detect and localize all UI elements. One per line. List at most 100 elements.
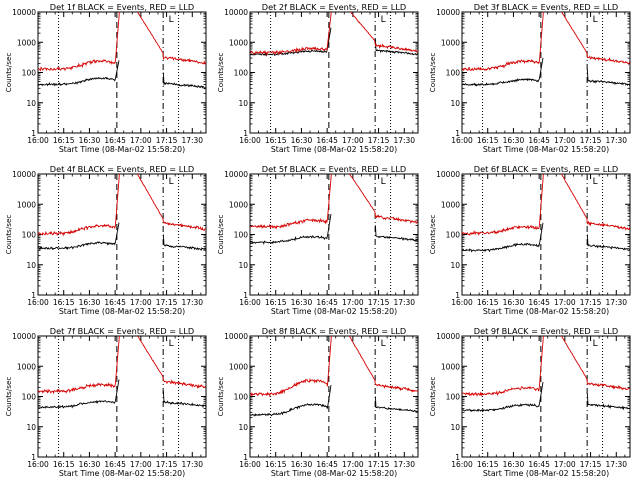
- x-tick-label: 17:15: [156, 136, 178, 145]
- panel-frame: [461, 173, 631, 296]
- y-tick-label: 1000: [229, 200, 248, 209]
- x-tick-label: 16:00: [451, 136, 473, 145]
- x-axis-label: Start Time (08-Mar-02 15:58:20): [59, 307, 185, 316]
- panel-frame: [461, 11, 631, 134]
- x-tick-label: 16:15: [477, 298, 499, 307]
- x-tick-label: 16:00: [451, 460, 473, 469]
- y-tick-label: 10: [26, 99, 36, 108]
- x-tick-label: 16:00: [27, 136, 49, 145]
- y-tick-label: 1000: [17, 200, 36, 209]
- x-tick-label: 17:00: [554, 460, 576, 469]
- panel-title: Det 2f BLACK = Events, RED = LLD: [262, 2, 406, 12]
- lld-series-line: [38, 12, 206, 72]
- events-series-line: [462, 222, 630, 253]
- x-tick-label: 16:45: [316, 460, 338, 469]
- panel-title: Det 1f BLACK = Events, RED = LLD: [50, 2, 194, 12]
- y-tick-label: 10000: [12, 8, 36, 17]
- legend-marker: L: [169, 15, 174, 25]
- x-tick-label: 17:00: [342, 136, 364, 145]
- y-axis-label: Counts/sec: [216, 53, 225, 93]
- detector-panel-3: Det 3f BLACK = Events, RED = LLD 1 10 100 10…: [428, 2, 631, 154]
- y-tick-label: 1: [243, 291, 248, 300]
- x-tick-label: 17:00: [342, 298, 364, 307]
- x-tick-label: 17:15: [580, 298, 602, 307]
- lld-series-line: [250, 174, 418, 230]
- lld-series-line: [250, 12, 418, 57]
- y-axis-label: Counts/sec: [4, 215, 13, 255]
- x-tick-label: 17:00: [554, 136, 576, 145]
- x-tick-label: 17:15: [368, 298, 390, 307]
- panel-frame: [249, 335, 419, 458]
- events-series-line: [250, 27, 418, 57]
- y-tick-label: 10: [450, 261, 460, 270]
- y-tick-label: 1000: [229, 362, 248, 371]
- events-series-line: [250, 213, 418, 246]
- y-tick-label: 10000: [436, 332, 460, 341]
- events-series-line: [462, 381, 630, 413]
- lld-series-line: [462, 336, 630, 398]
- y-tick-label: 1000: [441, 362, 460, 371]
- y-tick-label: 10000: [12, 170, 36, 179]
- x-tick-label: 16:45: [104, 136, 126, 145]
- detector-panel-1: Det 1f BLACK = Events, RED = LLD 1 10 100 10…: [4, 2, 207, 154]
- y-tick-label: 1: [31, 129, 36, 138]
- x-tick-label: 17:30: [605, 298, 627, 307]
- events-series-line: [250, 385, 418, 417]
- lld-series-line: [250, 336, 418, 398]
- detector-panel-7: Det 7f BLACK = Events, RED = LLD 1 10 100 10…: [4, 326, 207, 478]
- x-tick-label: 17:15: [156, 460, 178, 469]
- x-tick-label: 17:00: [130, 298, 152, 307]
- detector-panel-6: Det 6f BLACK = Events, RED = LLD 1 10 100 10…: [428, 164, 631, 316]
- x-tick-label: 17:00: [130, 460, 152, 469]
- panel-title: Det 9f BLACK = Events, RED = LLD: [474, 326, 618, 336]
- legend-marker: L: [381, 15, 386, 25]
- x-tick-label: 17:00: [554, 298, 576, 307]
- lld-series-line: [462, 174, 630, 237]
- x-tick-label: 16:00: [451, 298, 473, 307]
- y-axis-label: Counts/sec: [216, 377, 225, 417]
- detector-panel-8: Det 8f BLACK = Events, RED = LLD 1 10 100 10…: [216, 326, 419, 478]
- panel-frame: [249, 173, 419, 296]
- detector-panel-2: Det 2f BLACK = Events, RED = LLD 1 10 100 10…: [216, 2, 419, 154]
- y-tick-label: 1: [455, 291, 460, 300]
- y-tick-label: 10000: [436, 170, 460, 179]
- events-series-line: [462, 57, 630, 87]
- x-tick-label: 16:30: [79, 460, 101, 469]
- x-tick-label: 16:15: [53, 136, 75, 145]
- x-tick-label: 17:30: [393, 460, 415, 469]
- x-axis-label: Start Time (08-Mar-02 15:58:20): [59, 145, 185, 154]
- y-tick-label: 10: [26, 423, 36, 432]
- y-tick-label: 1000: [441, 200, 460, 209]
- y-tick-label: 10000: [224, 8, 248, 17]
- x-tick-label: 17:30: [605, 460, 627, 469]
- y-tick-label: 1: [31, 453, 36, 462]
- y-tick-label: 10: [450, 423, 460, 432]
- panel-title: Det 6f BLACK = Events, RED = LLD: [474, 164, 618, 174]
- x-tick-label: 16:00: [27, 298, 49, 307]
- legend-marker: L: [593, 339, 598, 349]
- x-tick-label: 16:45: [528, 460, 550, 469]
- x-tick-label: 16:30: [291, 298, 313, 307]
- y-tick-label: 100: [22, 393, 37, 402]
- x-axis-label: Start Time (08-Mar-02 15:58:20): [483, 145, 609, 154]
- x-axis-label: Start Time (08-Mar-02 15:58:20): [483, 469, 609, 478]
- legend-marker: L: [593, 15, 598, 25]
- x-tick-label: 16:45: [104, 460, 126, 469]
- y-tick-label: 10000: [436, 8, 460, 17]
- legend-marker: L: [381, 339, 386, 349]
- panel-title: Det 3f BLACK = Events, RED = LLD: [474, 2, 618, 12]
- y-tick-label: 10: [26, 261, 36, 270]
- panel-title: Det 8f BLACK = Events, RED = LLD: [262, 326, 406, 336]
- events-series-line: [38, 60, 206, 90]
- detector-panel-5: Det 5f BLACK = Events, RED = LLD 1 10 100 10…: [216, 164, 419, 316]
- panel-frame: [37, 11, 207, 134]
- y-tick-label: 1000: [229, 38, 248, 47]
- x-tick-label: 16:15: [265, 136, 287, 145]
- events-series-line: [38, 379, 206, 409]
- y-tick-label: 1000: [17, 38, 36, 47]
- x-tick-label: 16:45: [528, 136, 550, 145]
- y-tick-label: 100: [22, 69, 37, 78]
- x-tick-label: 16:30: [503, 298, 525, 307]
- legend-marker: L: [381, 177, 386, 187]
